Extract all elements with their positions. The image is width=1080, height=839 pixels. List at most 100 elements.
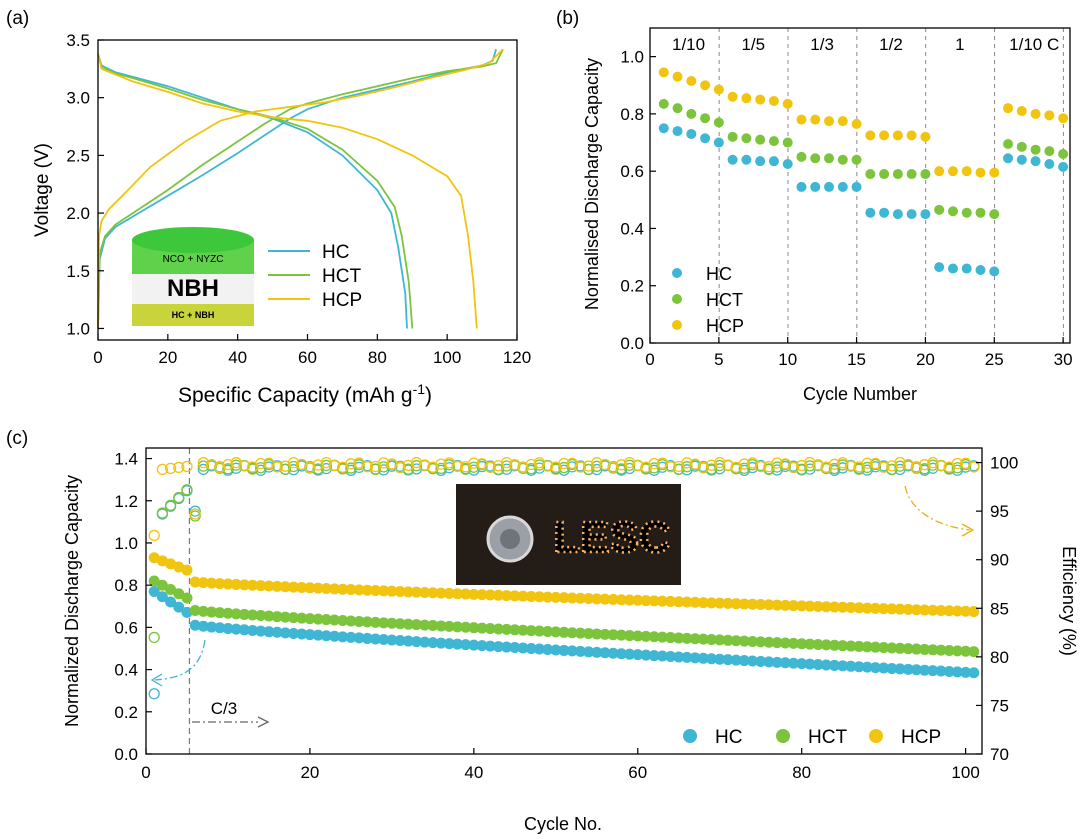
point-hcp [768, 96, 779, 107]
x-tick-label: 100 [951, 763, 979, 782]
y-tick-label-right: 75 [990, 696, 1009, 715]
point-hc [727, 154, 738, 165]
x-axis-label-superscript: -1 [413, 381, 426, 397]
efficiency-point-hct [369, 463, 382, 476]
point-hct [1044, 146, 1055, 157]
efficiency-point-hc [148, 688, 160, 700]
efficiency-point-hcp [845, 460, 857, 472]
rate-label: 1 [955, 35, 964, 54]
efficiency-point-hcp [804, 456, 816, 469]
x-tick-label: 60 [298, 348, 317, 367]
point-hct [755, 134, 766, 145]
point-hc [989, 266, 1000, 277]
efficiency-point-hcp [419, 459, 431, 471]
x-tick-label: 0 [93, 348, 102, 367]
x-tick-label: 10 [778, 350, 797, 369]
efficiency-arrow-head [961, 523, 975, 537]
efficiency-point-hcp [205, 459, 218, 471]
panel-label-a: (a) [6, 8, 29, 29]
efficiency-point-hcp [378, 457, 390, 469]
y-tick-label: 1.5 [66, 262, 90, 281]
efficiency-point-hcp [615, 459, 628, 471]
efficiency-point-hcp [509, 459, 521, 471]
point-hcp [824, 116, 835, 127]
efficiency-point-hcp [812, 459, 824, 471]
point-hc [934, 262, 945, 273]
point-hc [810, 181, 821, 192]
lesc-photo-inset: LESC [456, 484, 681, 585]
x-tick-label: 100 [433, 348, 461, 367]
plot-frame [145, 447, 983, 755]
rate-label: 1/3 [810, 35, 834, 54]
point-hc [741, 154, 752, 165]
y-tick-label-left: 1.4 [114, 450, 138, 469]
point-hcp [1003, 103, 1014, 114]
point-hc [658, 123, 669, 134]
x-axis-label-main: Specific Capacity (mAh g [178, 384, 413, 407]
y-axis-label-right: Efficiency (%) [1059, 546, 1079, 656]
x-tick-label: 25 [985, 350, 1004, 369]
legend-label-hct: HCT [808, 727, 847, 748]
efficiency-point-hcp [181, 460, 193, 473]
point-hcp [1030, 108, 1041, 119]
rate-label: 1/10 C [1009, 35, 1059, 54]
y-axis-label: Voltage (V) [32, 143, 53, 237]
efficiency-point-hct [197, 460, 210, 472]
y-tick-label-left: 0.0 [114, 745, 138, 764]
y-tick-label-left: 1.2 [114, 492, 138, 511]
efficiency-point-hct [156, 507, 169, 519]
c3-arrow-head [257, 716, 270, 728]
point-hct [796, 151, 807, 162]
y-tick-label: 3.0 [66, 89, 90, 108]
point-hc [920, 209, 931, 220]
point-hc [672, 126, 683, 137]
legend-marker-hcp [869, 729, 883, 743]
led-letters: LESC [553, 513, 670, 562]
efficiency-point-hcp [173, 461, 185, 474]
point-hcp [755, 94, 766, 105]
legend-label-hc: HC [322, 242, 349, 263]
coin-cell-center [500, 529, 520, 549]
point-hct [686, 108, 697, 119]
efficiency-point-hct [181, 484, 193, 496]
efficiency-point-hcp [148, 529, 160, 542]
point-hcp [989, 167, 1000, 178]
x-tick-label: 40 [228, 348, 247, 367]
point-hct [934, 204, 945, 215]
legend-label-hct: HCT [706, 290, 743, 310]
point-hcp [851, 118, 862, 129]
point-hc [892, 209, 903, 220]
y-tick-label-left: 1.0 [114, 534, 138, 553]
point-hc [975, 264, 986, 275]
y-tick-label: 3.5 [66, 31, 90, 50]
point-hct [989, 209, 1000, 220]
efficiency-point-hct [279, 463, 291, 476]
series-hcp-discharge-line [97, 53, 478, 329]
capacity-point-hc [968, 667, 980, 679]
y-tick-label: 1.0 [66, 319, 90, 338]
point-hcp [727, 91, 738, 102]
efficiency-point-hct [681, 461, 693, 473]
capacity-point-hc [156, 591, 168, 603]
point-hct [865, 169, 876, 180]
point-hcp [700, 80, 711, 91]
efficiency-point-hcp [664, 461, 677, 473]
point-hct [713, 117, 724, 128]
efficiency-point-hcp [714, 456, 726, 469]
efficiency-point-hcp [222, 458, 234, 471]
cylinder-top-face [132, 227, 254, 253]
efficiency-point-hcp [500, 456, 513, 469]
efficiency-point-hcp [541, 460, 554, 472]
point-hc [824, 181, 835, 192]
legend-label-hcp: HCP [901, 727, 941, 748]
point-hct [975, 207, 986, 218]
efficiency-point-hcp [968, 461, 980, 473]
point-hct [700, 113, 711, 124]
y-tick-label-left: 0.2 [114, 703, 138, 722]
x-tick-label: 0 [141, 763, 150, 782]
efficiency-point-hcp [271, 461, 283, 473]
rate-label: 1/2 [879, 35, 903, 54]
panel-label-b: (b) [556, 8, 579, 29]
efficiency-point-hcp [451, 460, 464, 473]
point-hct [768, 136, 779, 147]
